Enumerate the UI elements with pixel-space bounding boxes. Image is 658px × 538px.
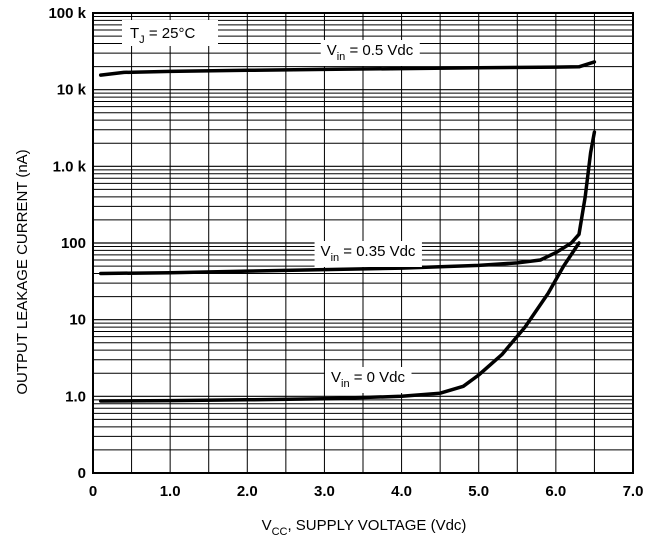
y-tick-label: 0 xyxy=(78,465,86,482)
series-label-main: V xyxy=(327,42,337,59)
series-label-background xyxy=(314,241,422,267)
series-label-rest: = 0.35 Vdc xyxy=(339,243,416,260)
x-tick-label: 2.0 xyxy=(237,483,258,500)
x-tick-label: 0 xyxy=(89,483,97,500)
x-axis-title-subscript: CC xyxy=(272,526,288,538)
series-label-main: V xyxy=(331,369,341,386)
series-label-main: V xyxy=(321,243,331,260)
y-axis-title: OUTPUT LEAKAGE CURRENT (nA) xyxy=(14,149,31,394)
series-label-background xyxy=(324,367,412,393)
series-label-3: Vin = 0 Vdc xyxy=(324,367,412,393)
annotation-text: TJ = 25°C xyxy=(130,25,195,46)
series-label-rest: = 0.5 Vdc xyxy=(345,42,413,59)
y-tick-label: 1.0 k xyxy=(53,158,87,175)
x-axis-title-rest: , SUPPLY VOLTAGE (Vdc) xyxy=(287,517,466,534)
x-tick-label: 4.0 xyxy=(391,483,412,500)
plot-frame xyxy=(92,12,634,474)
y-tick-label: 10 xyxy=(69,312,86,329)
series-line-2 xyxy=(98,130,597,276)
series-label-background xyxy=(320,40,420,66)
x-axis-title-main: V xyxy=(262,517,272,534)
x-tick-label: 3.0 xyxy=(314,483,335,500)
x-axis-ticks: 0 1.0 2.0 3.0 4.0 5.0 6.0 7.0 xyxy=(89,483,644,500)
series-label-2: Vin = 0.35 Vdc xyxy=(314,241,422,267)
x-tick-label: 1.0 xyxy=(160,483,181,500)
series-label-subscript: in xyxy=(331,252,340,264)
series-label-text: Vin = 0.5 Vdc xyxy=(327,42,414,63)
temperature-annotation: TJ = 25°C xyxy=(122,20,218,46)
annotation-subscript: J xyxy=(139,34,145,46)
y-tick-label: 100 xyxy=(61,235,86,252)
y-tick-label: 1.0 xyxy=(65,388,86,405)
x-tick-label: 6.0 xyxy=(545,483,566,500)
series-label-subscript: in xyxy=(341,378,350,390)
x-tick-label: 7.0 xyxy=(623,483,644,500)
annotation-background xyxy=(122,20,218,46)
annotation-rest: = 25°C xyxy=(145,25,196,42)
series-line-1 xyxy=(98,60,597,77)
series-label-text: Vin = 0.35 Vdc xyxy=(321,243,416,264)
curves xyxy=(98,60,597,403)
y-tick-label: 10 k xyxy=(57,82,87,99)
y-tick-label: 100 k xyxy=(48,5,86,22)
annotation-main: T xyxy=(130,25,139,42)
series-label-subscript: in xyxy=(337,51,346,63)
x-axis-title: VCC, SUPPLY VOLTAGE (Vdc) xyxy=(262,517,467,538)
series-label-text: Vin = 0 Vdc xyxy=(331,369,406,390)
series-label-1: Vin = 0.5 Vdc xyxy=(320,40,420,66)
x-tick-label: 5.0 xyxy=(468,483,489,500)
y-axis-ticks: 0 1.0 10 100 1.0 k 10 k 100 k xyxy=(48,5,86,482)
series-line-3 xyxy=(98,241,581,403)
series-label-rest: = 0 Vdc xyxy=(350,369,406,386)
